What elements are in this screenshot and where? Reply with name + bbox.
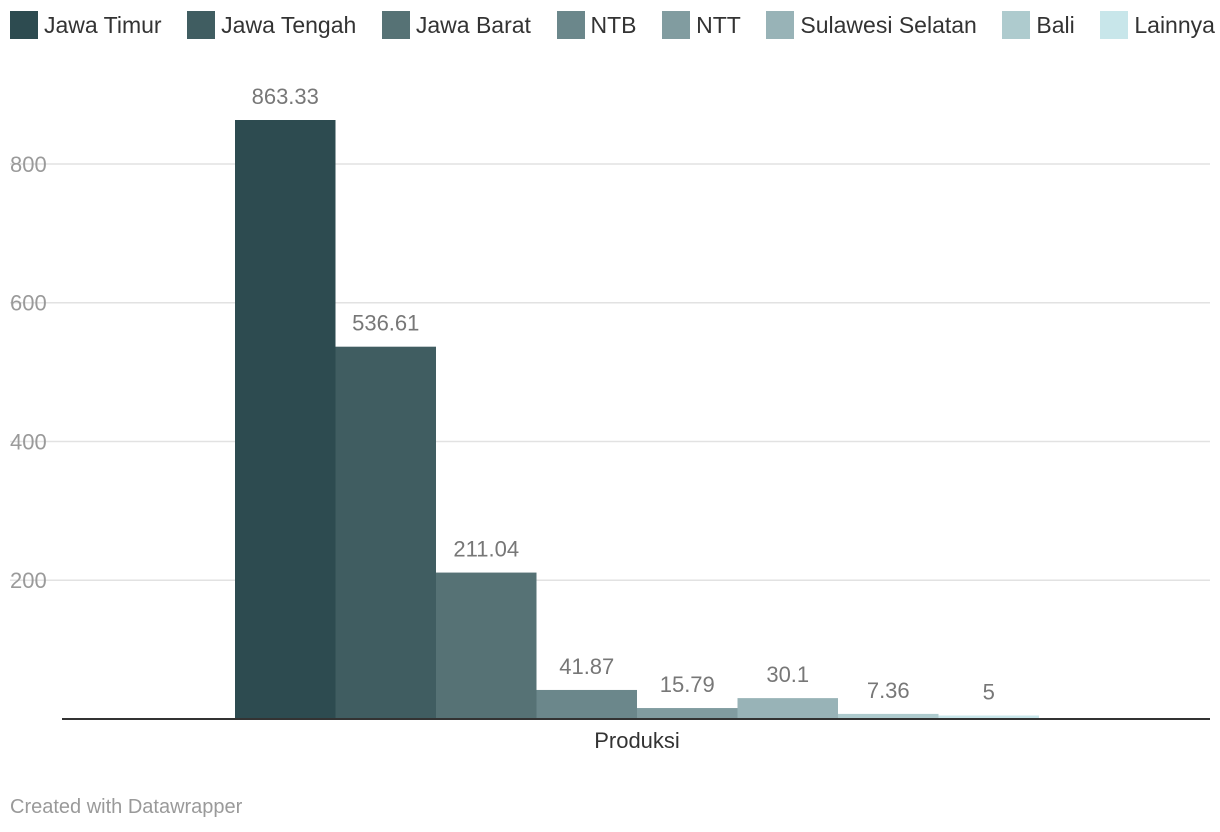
legend-swatch xyxy=(187,11,216,39)
bar-value-label: 536.61 xyxy=(352,311,419,336)
legend-item: Jawa Barat xyxy=(381,11,531,39)
y-tick-label: 400 xyxy=(10,429,47,454)
bar-value-label: 15.79 xyxy=(660,672,715,697)
legend-swatch xyxy=(10,11,38,39)
legend-label: Sulawesi Selatan xyxy=(800,11,977,38)
legend-item: Lainnya xyxy=(1100,11,1215,39)
legend-item: NTT xyxy=(662,11,741,39)
bar-value-label: 863.33 xyxy=(252,84,319,109)
bar-value-labels: 863.33 536.61 211.04 41.87 15.79 30.1 7.36 5 xyxy=(252,84,995,705)
y-tick-label: 600 xyxy=(10,291,47,316)
legend-item: NTB xyxy=(556,11,637,39)
bar-value-label: 41.87 xyxy=(559,654,614,679)
legend-swatch xyxy=(556,11,585,39)
y-axis-ticks: 200 400 600 800 xyxy=(10,152,47,593)
legend-swatch xyxy=(1100,11,1129,39)
bar xyxy=(737,698,838,719)
legend-label: NTB xyxy=(590,11,637,38)
bar-value-label: 30.1 xyxy=(766,662,809,687)
y-tick-label: 200 xyxy=(10,568,47,593)
x-axis-categories: Produksi xyxy=(594,728,680,753)
bar xyxy=(536,689,637,719)
datawrapper-credit: Created with Datawrapper xyxy=(10,796,243,818)
legend-swatch xyxy=(1002,11,1031,39)
bar xyxy=(335,346,436,719)
legend-item: Sulawesi Selatan xyxy=(766,11,977,39)
legend-label: Jawa Tengah xyxy=(221,11,357,38)
legend-swatch xyxy=(381,11,410,39)
chart-legend: Jawa Timur Jawa Tengah Jawa Barat NTB NTT Sul… xyxy=(10,8,1215,42)
legend-item: Bali xyxy=(1002,11,1075,39)
bar-value-label: 5 xyxy=(983,680,995,705)
y-tick-label: 800 xyxy=(10,152,47,177)
bar xyxy=(235,120,336,719)
legend-label: NTT xyxy=(696,11,741,38)
x-category-label: Produksi xyxy=(594,728,680,753)
bar-value-label: 7.36 xyxy=(867,678,910,703)
legend-label: Jawa Barat xyxy=(415,11,531,38)
legend-label: Bali xyxy=(1036,11,1075,38)
bars xyxy=(235,120,1039,719)
gridlines xyxy=(10,163,1210,581)
bar xyxy=(637,708,738,719)
legend-swatch xyxy=(766,11,795,39)
legend-swatch xyxy=(662,11,691,39)
legend-label: Lainnya xyxy=(1134,11,1215,38)
bar xyxy=(838,713,939,719)
bar-value-label: 211.04 xyxy=(453,537,519,562)
legend-item: Jawa Timur xyxy=(10,11,162,39)
bar xyxy=(938,715,1039,719)
legend-item: Jawa Tengah xyxy=(187,11,356,39)
bar xyxy=(436,572,537,719)
legend-label: Jawa Timur xyxy=(44,11,162,38)
